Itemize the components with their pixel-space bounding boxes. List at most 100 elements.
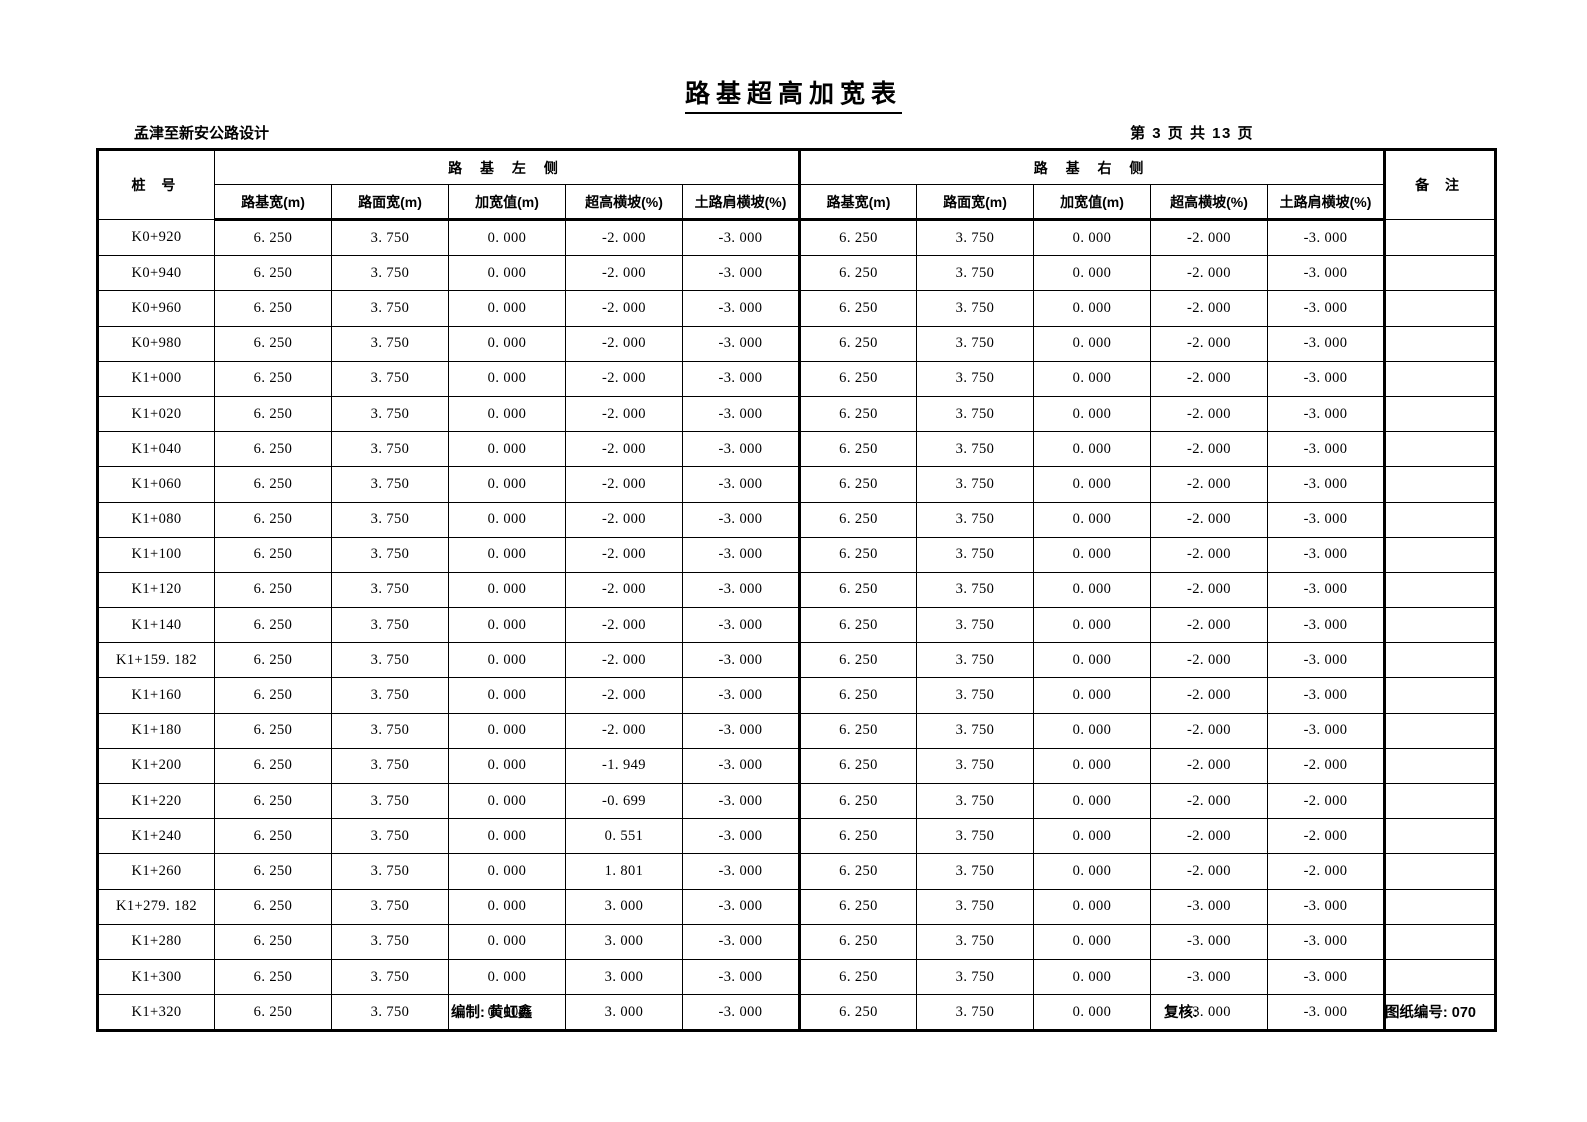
cell-right-superelevation-slope: -2. 000 [1150, 747, 1268, 785]
cell-left-widening-value: 0. 000 [448, 218, 566, 257]
cell-remark [1384, 571, 1496, 609]
cell-right-superelevation-slope: -2. 000 [1150, 818, 1268, 855]
table-row: K1+320 6. 250 3. 750 0. 000 3. 000 -3. 000 6. … [97, 994, 1496, 1031]
cell-right-shoulder-slope: -2. 000 [1266, 853, 1387, 890]
cell-left-superelevation-slope: -2. 000 [565, 431, 683, 468]
cell-left-superelevation-slope: 3. 000 [565, 958, 683, 996]
cell-left-subgrade-width: 6. 250 [214, 747, 332, 785]
cell-left-pavement-width: 3. 750 [331, 290, 449, 327]
cell-left-widening-value: 0. 000 [448, 923, 566, 960]
cell-left-pavement-width: 3. 750 [331, 747, 449, 785]
cell-right-pavement-width: 3. 750 [916, 536, 1034, 573]
cell-remark [1384, 677, 1496, 714]
cell-left-superelevation-slope: -2. 000 [565, 255, 683, 292]
cell-right-superelevation-slope: -2. 000 [1150, 325, 1268, 362]
cell-left-widening-value: 0. 000 [448, 431, 566, 468]
cell-left-superelevation-slope: -2. 000 [565, 677, 683, 714]
cell-remark [1384, 818, 1496, 855]
cell-right-widening-value: 0. 000 [1033, 607, 1151, 644]
cell-right-subgrade-width: 6. 250 [799, 888, 917, 925]
cell-right-superelevation-slope: -2. 000 [1150, 536, 1268, 573]
cell-remark [1384, 888, 1496, 925]
cell-remark [1384, 325, 1496, 362]
cell-right-pavement-width: 3. 750 [916, 677, 1034, 714]
cell-right-shoulder-slope: -3. 000 [1266, 501, 1387, 538]
cell-right-widening-value: 0. 000 [1033, 642, 1151, 679]
table-row: K1+020 6. 250 3. 750 0. 000 -2. 000 -3. 000 6.… [97, 395, 1496, 433]
cell-left-shoulder-slope: -3. 000 [682, 395, 801, 433]
cell-right-widening-value: 0. 000 [1033, 782, 1151, 820]
cell-remark [1384, 994, 1496, 1031]
cell-right-subgrade-width: 6. 250 [799, 818, 917, 855]
cell-left-shoulder-slope: -3. 000 [682, 536, 801, 573]
cell-right-widening-value: 0. 000 [1033, 677, 1151, 714]
cell-left-superelevation-slope: -2. 000 [565, 607, 683, 644]
table-row: K0+940 6. 250 3. 750 0. 000 -2. 000 -3. 000 6.… [97, 255, 1496, 292]
column-header-right-pavement-width: 路面宽(m) [916, 184, 1034, 221]
cell-remark [1384, 395, 1496, 433]
cell-station: K1+240 [97, 818, 215, 855]
cell-left-shoulder-slope: -3. 000 [682, 677, 801, 714]
table-row: K1+120 6. 250 3. 750 0. 000 -2. 000 -3. 000 6.… [97, 571, 1496, 609]
cell-left-subgrade-width: 6. 250 [214, 888, 332, 925]
cell-remark [1384, 923, 1496, 960]
cell-right-shoulder-slope: -3. 000 [1266, 642, 1387, 679]
cell-right-superelevation-slope: -2. 000 [1150, 677, 1268, 714]
cell-left-shoulder-slope: -3. 000 [682, 571, 801, 609]
cell-station: K1+260 [97, 853, 215, 890]
page-indicator: 第 3 页 共 13 页 [1130, 125, 1254, 142]
cell-right-superelevation-slope: -3. 000 [1150, 958, 1268, 996]
cell-station: K1+080 [97, 501, 215, 538]
cell-right-superelevation-slope: -2. 000 [1150, 712, 1268, 749]
cell-right-pavement-width: 3. 750 [916, 360, 1034, 397]
cell-right-superelevation-slope: -2. 000 [1150, 853, 1268, 890]
cell-right-subgrade-width: 6. 250 [799, 325, 917, 362]
cell-right-pavement-width: 3. 750 [916, 607, 1034, 644]
cell-station: K1+200 [97, 747, 215, 785]
cell-right-subgrade-width: 6. 250 [799, 536, 917, 573]
cell-right-subgrade-width: 6. 250 [799, 642, 917, 679]
cell-right-pavement-width: 3. 750 [916, 466, 1034, 503]
cell-right-subgrade-width: 6. 250 [799, 431, 917, 468]
cell-left-subgrade-width: 6. 250 [214, 818, 332, 855]
cell-station: K1+159. 182 [97, 642, 215, 679]
cell-right-superelevation-slope: -2. 000 [1150, 290, 1268, 327]
cell-right-shoulder-slope: -3. 000 [1266, 255, 1387, 292]
cell-right-subgrade-width: 6. 250 [799, 395, 917, 433]
cell-remark [1384, 290, 1496, 327]
cell-left-subgrade-width: 6. 250 [214, 571, 332, 609]
cell-left-shoulder-slope: -3. 000 [682, 218, 801, 257]
cell-left-widening-value: 0. 000 [448, 536, 566, 573]
table-row: K1+080 6. 250 3. 750 0. 000 -2. 000 -3. 000 6.… [97, 501, 1496, 538]
cell-remark [1384, 712, 1496, 749]
cell-left-shoulder-slope: -3. 000 [682, 255, 801, 292]
cell-left-widening-value: 0. 000 [448, 958, 566, 996]
cell-left-subgrade-width: 6. 250 [214, 536, 332, 573]
cell-remark [1384, 747, 1496, 785]
cell-right-pavement-width: 3. 750 [916, 395, 1034, 433]
table-row: K1+060 6. 250 3. 750 0. 000 -2. 000 -3. 000 6.… [97, 466, 1496, 503]
cell-left-pavement-width: 3. 750 [331, 712, 449, 749]
header-row-groups: 桩 号 路 基 左 侧 路 基 右 侧 备 注 [97, 149, 1497, 220]
cell-remark [1384, 782, 1496, 820]
cell-remark [1384, 958, 1496, 996]
cell-station: K1+060 [97, 466, 215, 503]
cell-right-shoulder-slope: -3. 000 [1266, 466, 1387, 503]
cell-right-superelevation-slope: -3. 000 [1150, 888, 1268, 925]
cell-station: K1+320 [97, 994, 215, 1031]
cell-right-subgrade-width: 6. 250 [799, 958, 917, 996]
cell-left-superelevation-slope: 3. 000 [565, 888, 683, 925]
cell-remark [1384, 536, 1496, 573]
cell-right-subgrade-width: 6. 250 [799, 255, 917, 292]
cell-right-subgrade-width: 6. 250 [799, 218, 917, 257]
cell-remark [1384, 501, 1496, 538]
prepared-by: 编制: 黄虹鑫 [451, 1005, 533, 1021]
cell-station: K0+960 [97, 290, 215, 327]
cell-left-subgrade-width: 6. 250 [214, 958, 332, 996]
cell-right-pavement-width: 3. 750 [916, 747, 1034, 785]
cell-left-shoulder-slope: -3. 000 [682, 325, 801, 362]
cell-left-subgrade-width: 6. 250 [214, 782, 332, 820]
column-header-right-shoulder-slope: 土路肩横坡(%) [1266, 184, 1387, 221]
cell-left-subgrade-width: 6. 250 [214, 466, 332, 503]
cell-left-superelevation-slope: -2. 000 [565, 360, 683, 397]
